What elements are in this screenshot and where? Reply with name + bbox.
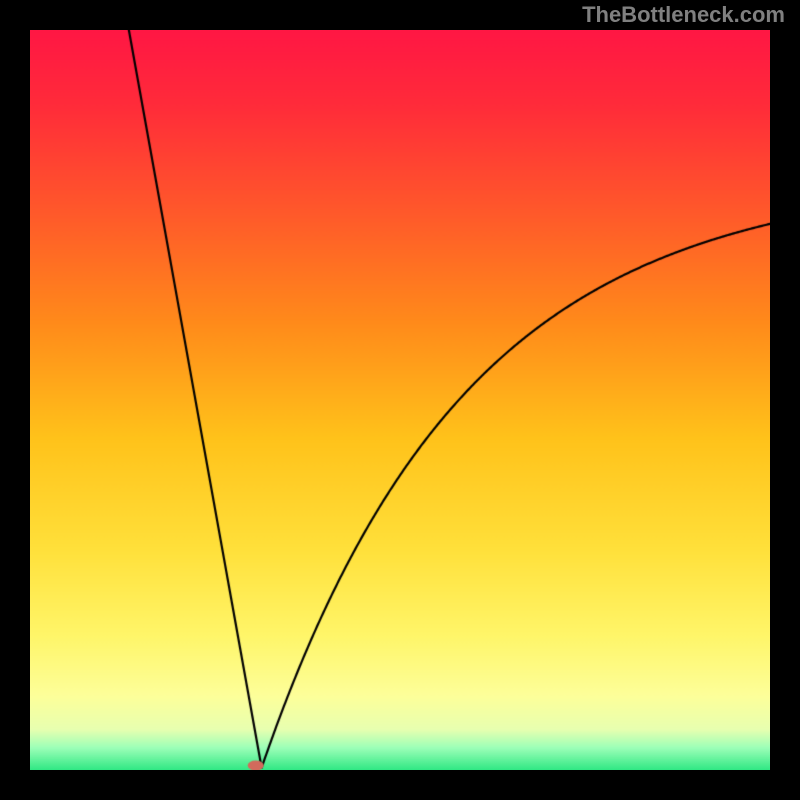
plot-area bbox=[30, 30, 770, 770]
chart-container: TheBottleneck.com bbox=[0, 0, 800, 800]
bottleneck-curve bbox=[30, 30, 770, 770]
watermark-text: TheBottleneck.com bbox=[582, 2, 785, 28]
